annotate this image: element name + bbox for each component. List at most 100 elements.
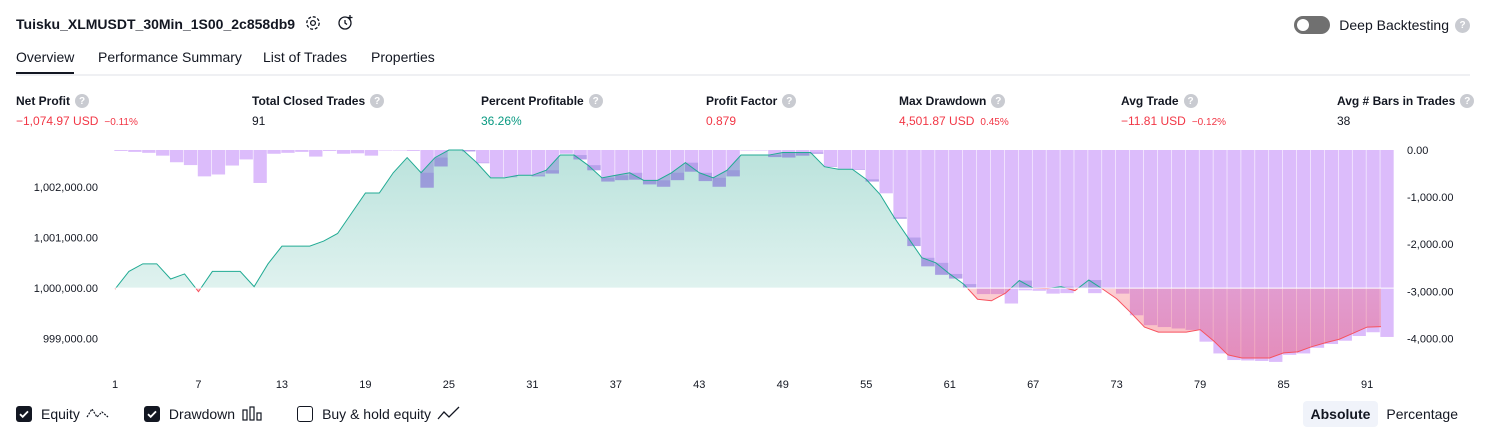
metric-value: 36.26% bbox=[481, 114, 522, 128]
drawdown-overlap-bar bbox=[615, 175, 629, 181]
drawdown-overlap-bar bbox=[935, 262, 949, 275]
x-axis-tick-label: 13 bbox=[276, 379, 288, 391]
metric-percent: 0.45% bbox=[980, 117, 1009, 128]
drawdown-bar bbox=[935, 150, 949, 275]
equity-fill-up bbox=[115, 150, 1381, 289]
tab-list-of-trades[interactable]: List of Trades bbox=[263, 49, 348, 65]
help-icon[interactable]: ? bbox=[370, 94, 385, 108]
help-icon[interactable]: ? bbox=[1455, 17, 1470, 33]
header: Tuisku_XLMUSDT_30Min_1S00_2c858db9 Deep … bbox=[16, 12, 1470, 38]
right-axis: 0.00 -1,000.00 -2,000.00 -3,000.00 -4,000.00 bbox=[1407, 145, 1453, 345]
left-axis-tick-label: 1,001,000.00 bbox=[34, 233, 98, 245]
metric-value: 4,501.87 USD bbox=[899, 114, 975, 128]
checkbox-unchecked-icon[interactable] bbox=[297, 406, 314, 422]
mode-percentage-button[interactable]: Percentage bbox=[1386, 406, 1458, 422]
drawdown-bar bbox=[1157, 150, 1172, 328]
x-axis-tick-label: 25 bbox=[443, 379, 455, 391]
equity-line-down bbox=[114, 288, 1382, 359]
drawdown-bar bbox=[907, 150, 921, 247]
deep-backtesting-label: Deep Backtesting bbox=[1339, 17, 1449, 33]
drawdown-overlap-bar bbox=[434, 157, 448, 167]
legend-label: Buy & hold equity bbox=[322, 406, 432, 422]
drawdown-overlap-bar bbox=[851, 169, 866, 170]
checkbox-checked-icon[interactable] bbox=[16, 406, 32, 422]
x-axis-tick-label: 1 bbox=[112, 379, 118, 391]
metric-avg-bars-in-trades: Avg # Bars in Trades? 38 bbox=[1337, 93, 1475, 128]
drawdown-bar bbox=[323, 150, 337, 151]
x-axis-tick-label: 85 bbox=[1277, 379, 1289, 391]
help-icon[interactable]: ? bbox=[1460, 94, 1475, 108]
drawdown-overlap-bar bbox=[670, 172, 685, 181]
drawdown-overlap-bar bbox=[893, 217, 907, 219]
drawdown-overlap-bar bbox=[712, 177, 726, 187]
metric-percent: −0.12% bbox=[1191, 117, 1227, 128]
drawdown-overlap-bar bbox=[531, 175, 546, 177]
tab-performance-summary[interactable]: Performance Summary bbox=[98, 49, 242, 65]
checkbox-checked-icon[interactable] bbox=[143, 406, 160, 422]
x-axis-tick-label: 43 bbox=[693, 379, 705, 391]
metric-percent: −0.11% bbox=[104, 117, 138, 128]
drawdown-bar bbox=[1018, 150, 1032, 291]
drawdown-overlap-bar bbox=[601, 177, 615, 182]
drawdown-bar bbox=[921, 150, 935, 267]
drawdown-overlap-bar bbox=[796, 152, 810, 156]
help-icon[interactable]: ? bbox=[991, 94, 1006, 108]
drawdown-bar bbox=[253, 150, 267, 183]
drawdown-bar bbox=[211, 150, 226, 175]
help-icon[interactable]: ? bbox=[1183, 94, 1198, 108]
tab-overview[interactable]: Overview bbox=[16, 48, 75, 74]
drawdown-bar bbox=[364, 150, 379, 156]
drawdown-bar bbox=[142, 150, 156, 153]
drawdown-bar bbox=[865, 150, 879, 182]
drawdown-overlap-bar bbox=[656, 180, 671, 187]
drawdown-bar bbox=[1004, 150, 1019, 304]
legend-buy-hold[interactable]: Buy & hold equity bbox=[297, 405, 461, 424]
strategy-title: Tuisku_XLMUSDT_30Min_1S00_2c858db9 bbox=[16, 16, 296, 32]
help-icon[interactable]: ? bbox=[782, 94, 797, 108]
drawdown-bar bbox=[476, 150, 490, 164]
x-axis: 1 7 13 19 25 31 37 43 49 55 61 67 73 79 85 91 bbox=[112, 379, 1373, 391]
drawdown-bar bbox=[239, 150, 253, 160]
drawdown-bar bbox=[990, 150, 1005, 295]
metric-label: Avg Trade bbox=[1121, 94, 1179, 108]
equity-fill-down bbox=[115, 288, 1381, 358]
legend-equity[interactable]: Equity bbox=[16, 405, 110, 424]
metric-label: Total Closed Trades bbox=[252, 94, 366, 108]
metric-value: 0.879 bbox=[706, 114, 737, 128]
drawdown-bar bbox=[309, 150, 323, 157]
drawdown-overlap-bar bbox=[949, 273, 963, 279]
drawdown-bar bbox=[295, 150, 309, 152]
x-axis-tick-label: 49 bbox=[777, 379, 789, 391]
drawdown-bar bbox=[336, 150, 351, 154]
drawdown-bar bbox=[976, 150, 991, 295]
drawdown-bar bbox=[601, 150, 615, 182]
metric-label: Profit Factor bbox=[706, 94, 778, 108]
x-axis-tick-label: 37 bbox=[610, 379, 622, 391]
drawdown-overlap-bar bbox=[768, 155, 782, 158]
drawdown-bar bbox=[1074, 150, 1088, 289]
drawdown-bar bbox=[615, 150, 629, 181]
deep-backtesting-toggle[interactable] bbox=[1294, 16, 1331, 34]
drawdown-bar bbox=[1032, 150, 1046, 291]
metric-value: 91 bbox=[252, 114, 266, 128]
drawdown-bar bbox=[587, 150, 601, 171]
gear-icon[interactable] bbox=[304, 14, 322, 32]
drawdown-bar bbox=[462, 150, 476, 152]
mode-absolute-button[interactable]: Absolute bbox=[1302, 401, 1379, 427]
drawdown-overlap-bar bbox=[573, 155, 587, 160]
help-icon[interactable]: ? bbox=[75, 94, 89, 108]
metric-value: 38 bbox=[1337, 114, 1351, 128]
metric-percent-profitable: Percent Profitable? 36.26% bbox=[481, 93, 603, 128]
left-axis-tick-label: 1,002,000.00 bbox=[34, 182, 98, 194]
tab-properties[interactable]: Properties bbox=[371, 49, 435, 65]
metric-value: −11.81 USD bbox=[1121, 114, 1186, 128]
drawdown-overlap-bar bbox=[921, 257, 935, 267]
alert-add-icon[interactable] bbox=[337, 14, 355, 32]
drawdown-bar bbox=[823, 150, 838, 167]
equity-line-icon bbox=[86, 405, 110, 424]
legend-drawdown[interactable]: Drawdown bbox=[143, 405, 263, 424]
metric-label: Net Profit bbox=[16, 94, 70, 108]
x-axis-tick-label: 79 bbox=[1194, 379, 1206, 391]
drawdown-bar bbox=[406, 150, 420, 151]
help-icon[interactable]: ? bbox=[588, 94, 603, 108]
